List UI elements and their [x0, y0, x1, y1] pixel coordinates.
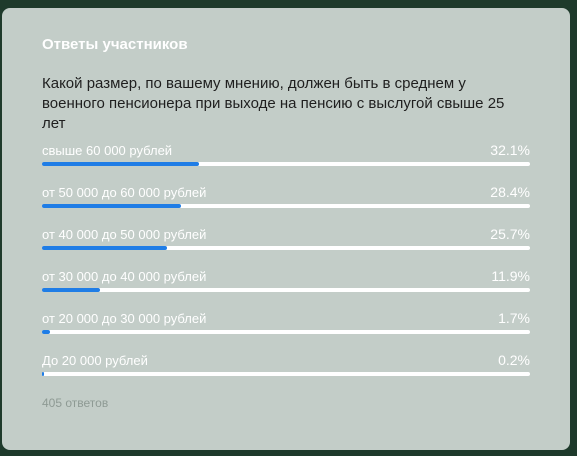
poll-option-percent: 1.7% [498, 310, 530, 326]
poll-option-bar-track [42, 246, 530, 250]
poll-option-label: До 20 000 рублей [42, 353, 148, 368]
poll-option-bar-fill [42, 204, 181, 208]
poll-option-bar-track [42, 372, 530, 376]
response-count: 405 ответов [42, 396, 109, 410]
poll-option-bar-fill [42, 162, 199, 166]
poll-option: свыше 60 000 рублей 32.1% [42, 140, 530, 182]
poll-option-label: от 50 000 до 60 000 рублей [42, 185, 207, 200]
poll-results-card: Ответы участников Какой размер, по вашем… [2, 8, 570, 450]
poll-option-row: свыше 60 000 рублей 32.1% [42, 140, 530, 162]
poll-option-label: свыше 60 000 рублей [42, 143, 173, 158]
poll-option: До 20 000 рублей 0.2% [42, 350, 530, 392]
poll-title: Ответы участников [42, 36, 188, 53]
poll-option: от 50 000 до 60 000 рублей 28.4% [42, 182, 530, 224]
poll-option-bar-track [42, 162, 530, 166]
poll-option-bar-track [42, 330, 530, 334]
poll-option-bar-fill [42, 372, 44, 376]
poll-option-bar-fill [42, 330, 51, 334]
poll-option: от 30 000 до 40 000 рублей 11.9% [42, 266, 530, 308]
poll-option-percent: 28.4% [490, 184, 530, 200]
poll-option: от 20 000 до 30 000 рублей 1.7% [42, 308, 530, 350]
poll-option-row: от 50 000 до 60 000 рублей 28.4% [42, 182, 530, 204]
poll-option-label: от 20 000 до 30 000 рублей [42, 311, 207, 326]
poll-option-bar-fill [42, 246, 168, 250]
poll-option-bar-track [42, 204, 530, 208]
poll-option-percent: 32.1% [490, 142, 530, 158]
poll-option: от 40 000 до 50 000 рублей 25.7% [42, 224, 530, 266]
poll-option-row: от 30 000 до 40 000 рублей 11.9% [42, 266, 530, 288]
poll-option-row: от 40 000 до 50 000 рублей 25.7% [42, 224, 530, 246]
poll-option-label: от 30 000 до 40 000 рублей [42, 269, 207, 284]
poll-option-label: от 40 000 до 50 000 рублей [42, 227, 207, 242]
poll-option-bar-track [42, 288, 530, 292]
poll-option-percent: 0.2% [498, 352, 530, 368]
poll-question: Какой размер, по вашему мнению, должен б… [42, 75, 505, 132]
poll-option-bar-fill [42, 288, 101, 292]
poll-option-percent: 11.9% [491, 268, 530, 284]
poll-option-row: До 20 000 рублей 0.2% [42, 350, 530, 372]
poll-option-row: от 20 000 до 30 000 рублей 1.7% [42, 308, 530, 330]
poll-options-list: свыше 60 000 рублей 32.1% от 50 000 до 60 … [42, 140, 530, 392]
poll-option-percent: 25.7% [490, 226, 530, 242]
